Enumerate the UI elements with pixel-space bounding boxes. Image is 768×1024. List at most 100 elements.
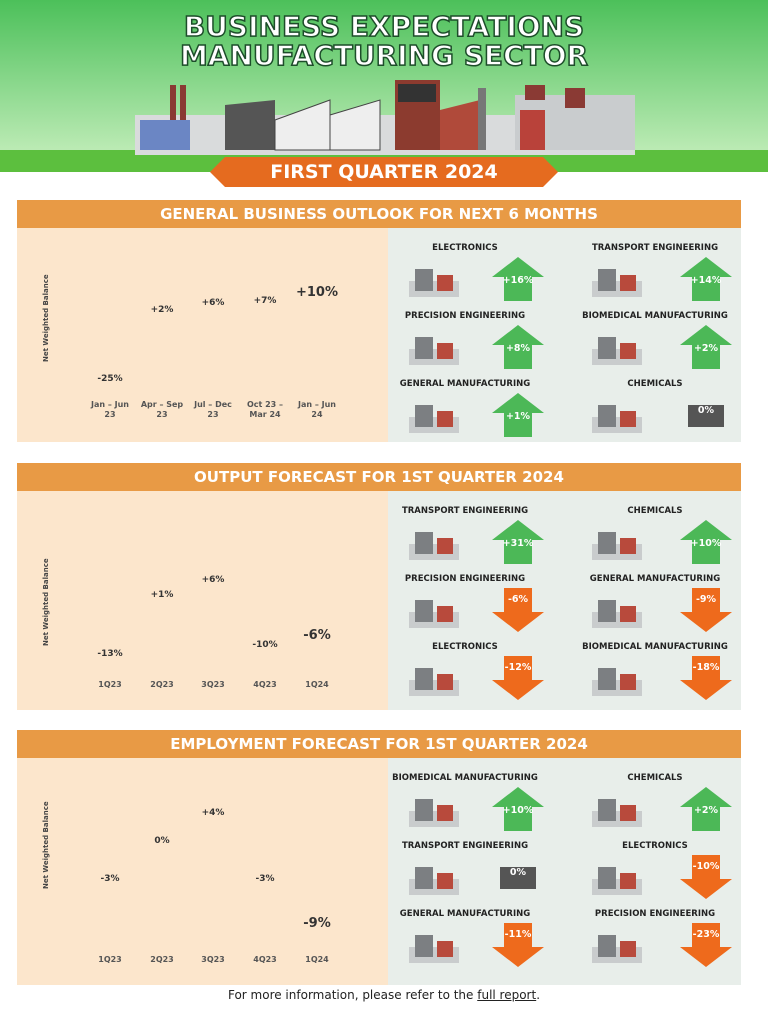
trend-arrow (680, 325, 732, 369)
down-arrow (680, 588, 732, 632)
industry-name: GENERAL MANUFACTURING (399, 909, 531, 919)
trend-arrow (492, 787, 544, 831)
up-arrow (680, 520, 732, 564)
up-arrow (492, 520, 544, 564)
industry-value: -6% (507, 594, 529, 605)
x-tick-label: 1Q24 (305, 680, 329, 689)
industry-icon (592, 337, 642, 365)
industry-name: PRECISION ENGINEERING (594, 909, 716, 919)
industry-value: -18% (692, 662, 720, 673)
title: BUSINESS EXPECTATIONS MANUFACTURING SECT… (0, 10, 768, 71)
x-tick-label: Oct 23 – Mar 24 (246, 400, 284, 419)
trend-arrow (680, 257, 732, 301)
industry-icon (592, 799, 642, 827)
industry-value: +10% (690, 538, 722, 549)
footer: For more information, please refer to th… (0, 988, 768, 1002)
footer-text: . (536, 988, 541, 1002)
industry-name: CHEMICALS (627, 506, 683, 516)
y-axis-label: Net Weighted Balance (42, 801, 50, 889)
industry-name: GENERAL MANUFACTURING (399, 379, 531, 389)
value-label: +1% (150, 590, 174, 600)
trend-arrow (492, 325, 544, 369)
neutral-box (688, 405, 724, 427)
x-tick-label: 1Q24 (305, 955, 329, 964)
ribbon: FIRST QUARTER 2024 (270, 161, 498, 183)
industry-name: PRECISION ENGINEERING (404, 574, 526, 584)
section-panel-left (17, 758, 388, 985)
industry-value: -9% (695, 594, 717, 605)
y-axis-label: Net Weighted Balance (42, 274, 50, 362)
x-tick-label: 2Q23 (150, 680, 174, 689)
industry-value: +2% (693, 343, 719, 354)
section-panel-left (17, 491, 388, 710)
industry-value: -10% (692, 861, 720, 872)
industry-value: +16% (502, 275, 534, 286)
title-line: BUSINESS EXPECTATIONS (183, 10, 585, 43)
industry-value: +8% (505, 343, 531, 354)
value-label: -10% (252, 640, 278, 650)
industry-icon (409, 337, 459, 365)
industry-name: TRANSPORT ENGINEERING (591, 243, 719, 253)
trend-arrow (492, 588, 544, 632)
value-label: -3% (255, 874, 275, 884)
industry-icon (592, 935, 642, 963)
industry-name: BIOMEDICAL MANUFACTURING (582, 311, 728, 321)
down-arrow (492, 923, 544, 967)
up-arrow (492, 257, 544, 301)
up-arrow (492, 325, 544, 369)
up-arrow (492, 787, 544, 831)
industry-icon (409, 668, 459, 696)
x-tick-label: 1Q23 (98, 955, 122, 964)
x-tick-label: Apr – Sep 23 (140, 400, 184, 419)
value-label: 0% (154, 836, 170, 846)
x-tick-label: Jan – Jun 23 (90, 400, 129, 419)
industry-icon (592, 405, 642, 433)
industry-icon (409, 935, 459, 963)
industry-icon (592, 269, 642, 297)
trend-arrow (492, 520, 544, 564)
up-arrow (680, 257, 732, 301)
industry-value: -23% (692, 929, 720, 940)
trend-arrow (680, 923, 732, 967)
neutral-box (500, 867, 536, 889)
industry-icon (409, 532, 459, 560)
x-tick-label: 1Q23 (98, 680, 122, 689)
trend-arrow (500, 867, 536, 889)
trend-arrow (492, 257, 544, 301)
industry-icon (409, 799, 459, 827)
value-label: +10% (295, 285, 338, 300)
industry-value: +2% (693, 805, 719, 816)
industry-name: ELECTRONICS (432, 642, 498, 652)
industry-value: 0% (509, 867, 527, 878)
report-link[interactable]: full report (477, 988, 537, 1002)
down-arrow (492, 588, 544, 632)
up-arrow (680, 325, 732, 369)
value-label: -9% (303, 916, 331, 931)
x-tick-label: 4Q23 (253, 680, 277, 689)
industry-icon (592, 600, 642, 628)
x-tick-label: 4Q23 (253, 955, 277, 964)
trend-arrow (688, 405, 724, 427)
industry-value: +10% (502, 805, 534, 816)
section-title: OUTPUT FORECAST FOR 1ST QUARTER 2024 (17, 463, 741, 491)
x-tick-label: 3Q23 (201, 680, 225, 689)
industry-value: 0% (697, 405, 715, 416)
x-tick-label: Jul – Dec 23 (194, 400, 232, 419)
value-label: +7% (253, 295, 277, 306)
trend-arrow (680, 787, 732, 831)
x-tick-label: 3Q23 (201, 955, 225, 964)
value-label: +4% (201, 808, 225, 818)
industry-value: +14% (690, 275, 722, 286)
industry-value: -11% (504, 929, 532, 940)
industry-value: +1% (505, 411, 531, 422)
industry-name: CHEMICALS (627, 773, 683, 783)
industry-icon (592, 867, 642, 895)
industry-name: PRECISION ENGINEERING (404, 311, 526, 321)
industry-icon (409, 405, 459, 433)
value-label: -25% (97, 373, 123, 384)
y-axis-label: Net Weighted Balance (42, 558, 50, 646)
industry-icon (592, 668, 642, 696)
section-panel-left (17, 228, 388, 442)
industry-name: ELECTRONICS (622, 841, 688, 851)
footer-text: For more information, please refer to th… (227, 988, 478, 1002)
